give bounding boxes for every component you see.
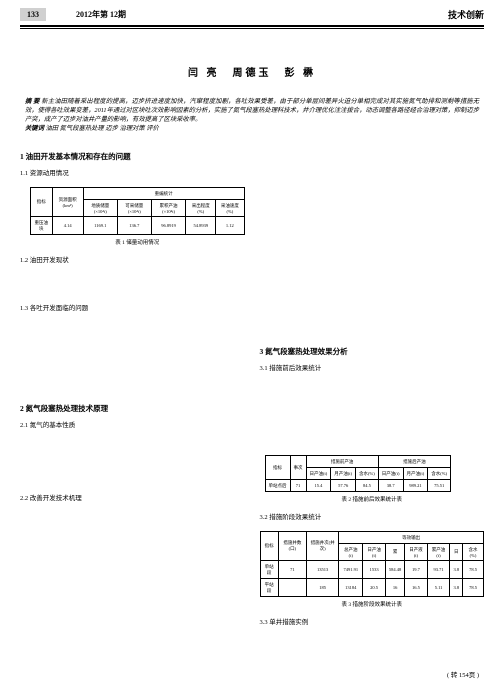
table3: 指标 措施井数(口) 措施井次(井次) 等效输出 总产油(t) 日产油(t) 累…: [260, 531, 485, 597]
section1-title: 1 油田开发基本情况和存在的问题: [20, 151, 245, 162]
table2: 指标 事次 措施前产油 措施后产油 日产油(t) 月产油(t) 含水(%) 日产…: [265, 455, 452, 492]
table3-caption: 表 3 措施阶段效果统计表: [260, 600, 485, 608]
continuation-note: ( 转 154页 ): [447, 669, 479, 679]
abstract-text: 新主油田随着采出程度的提高，迈步挤进速度加快，汽窜程度加剧，各吐效果受差，由于部…: [25, 98, 479, 123]
section2-sub1: 2.1 氮气的基本性质: [20, 419, 245, 429]
section2-title: 2 氮气段塞热处理技术原理: [20, 403, 245, 414]
section3-sub3: 3.3 单井措施实例: [260, 616, 485, 626]
header-rule: [20, 25, 484, 27]
section3-sub2: 3.2 措施阶段效果统计: [260, 511, 485, 521]
table2-caption: 表 2 措施前后效果统计表: [260, 495, 485, 503]
page-number: 133: [20, 8, 46, 21]
table1: 指标 资源面积 (km²) 重编统计 地质储量 (×10⁴t) 可采储量 (×1…: [30, 187, 245, 235]
issue-label: 2012年第 12期: [76, 9, 126, 20]
section-label: 技术创新: [448, 8, 484, 21]
section2-sub2: 2.2 改善开发技术机理: [20, 492, 245, 502]
left-column: 1 油田开发基本情况和存在的问题 1.1 资源动用情况 指标 资源面积 (km²…: [20, 143, 245, 629]
abstract-label: 摘 要: [25, 98, 40, 105]
section1-sub2: 1.2 油田开发现状: [20, 254, 245, 264]
table1-caption: 表 1 储量动用情况: [30, 238, 245, 246]
right-column: 3 氮气段塞热处理效果分析 3.1 措施前后效果统计 指标 事次 措施前产油 措…: [260, 143, 485, 629]
section1-sub3: 1.3 各吐开发面临的问题: [20, 302, 245, 312]
keywords-text: 油田 氮气段塞热处理 迈步 治理对策 评价: [45, 125, 158, 132]
header-rule-thin: [20, 28, 484, 29]
section3-title: 3 氮气段塞热处理效果分析: [260, 346, 485, 357]
section1-sub1: 1.1 资源动用情况: [20, 167, 245, 177]
keywords-label: 关键词: [25, 125, 44, 132]
authors: 闫 亮 周德玉 彭 楙: [0, 64, 504, 79]
abstract-block: 摘 要 新主油田随着采出程度的提高，迈步挤进速度加快，汽窜程度加剧，各吐效果受差…: [0, 97, 504, 134]
section3-sub1: 3.1 措施前后效果统计: [260, 362, 485, 372]
